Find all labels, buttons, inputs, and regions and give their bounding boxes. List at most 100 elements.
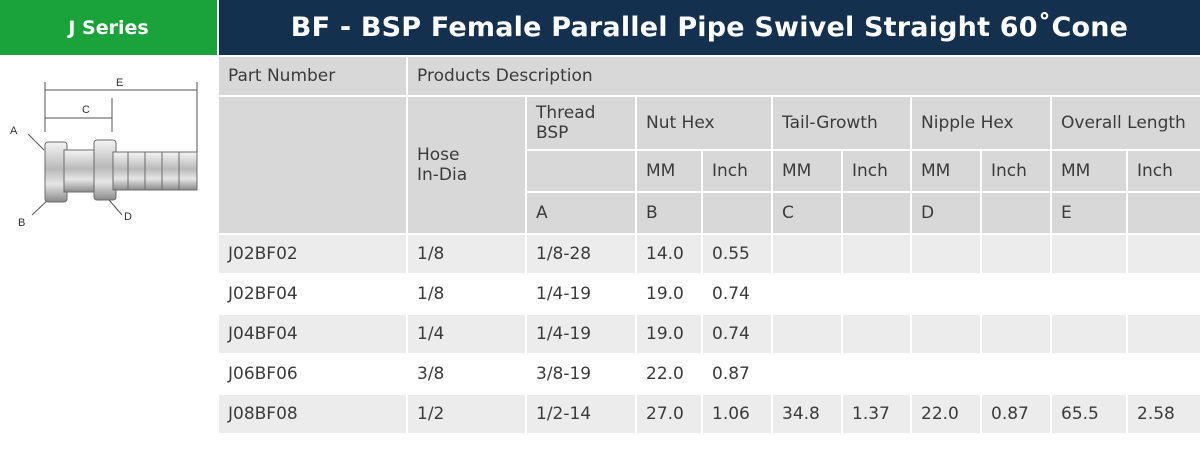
overall-length-mm: MM [1052,151,1128,193]
page-title: BF - BSP Female Parallel Pipe Swivel Str… [290,12,1129,43]
cell-part: J02BF02 [219,235,408,275]
cell-hose: 1/8 [408,235,527,275]
cell-overall-inch: 2.58 [1128,395,1200,435]
cell-nipple-mm [912,355,982,395]
table-row: J02BF04 1/8 1/4-19 19.0 0.74 [219,275,1200,315]
diagram-label-d: D [124,211,132,223]
overall-length-header: Overall Length [1052,97,1200,151]
table-row: J08BF08 1/2 1/2-14 27.0 1.06 34.8 1.37 2… [219,395,1200,435]
dim-letter-c: C [773,193,843,235]
cell-part: J04BF04 [219,315,408,355]
cell-overall-inch [1128,315,1200,355]
cell-overall-inch [1128,275,1200,315]
cell-thread: 3/8-19 [527,355,637,395]
cell-tail-mm [773,275,843,315]
tail-growth-inch: Inch [843,151,912,193]
cell-overall-mm: 65.5 [1052,395,1128,435]
cell-nipple-mm: 22.0 [912,395,982,435]
tail-growth-mm: MM [773,151,843,193]
dim-letter-c-blank [843,193,912,235]
fitting-body [44,139,198,203]
cell-overall-mm [1052,235,1128,275]
nut-hex-inch: Inch [703,151,773,193]
cell-nipple-mm [912,235,982,275]
dim-letter-e-blank [1128,193,1200,235]
table-row: J02BF02 1/8 1/8-28 14.0 0.55 [219,235,1200,275]
cell-thread: 1/2-14 [527,395,637,435]
cell-hose: 1/4 [408,315,527,355]
cell-nut-inch: 0.74 [703,275,773,315]
hose-india-header: Hose In-Dia [408,97,527,235]
cell-nut-inch: 0.87 [703,355,773,395]
cell-hose: 3/8 [408,355,527,395]
cell-tail-inch [843,235,912,275]
dim-letter-e: E [1052,193,1128,235]
cell-nipple-inch [982,355,1052,395]
cell-tail-mm: 34.8 [773,395,843,435]
cell-tail-inch [843,275,912,315]
dim-letter-d: D [912,193,982,235]
cell-nut-inch: 1.06 [703,395,773,435]
tail-growth-header: Tail-Growth [773,97,912,151]
cell-overall-inch [1128,355,1200,395]
cell-hose: 1/2 [408,395,527,435]
overall-length-inch: Inch [1128,151,1200,193]
page-title-bar: BF - BSP Female Parallel Pipe Swivel Str… [219,0,1200,55]
nipple-hex-mm: MM [912,151,982,193]
cell-nut-mm: 22.0 [637,355,703,395]
cell-nipple-mm [912,315,982,355]
nut-hex-header: Nut Hex [637,97,773,151]
cell-overall-mm [1052,355,1128,395]
cell-hose: 1/8 [408,275,527,315]
products-description-header: Products Description [408,57,1200,97]
cell-nut-mm: 27.0 [637,395,703,435]
series-label: J Series [68,16,149,39]
thread-bsp-header: Thread BSP [527,97,637,151]
cell-overall-inch [1128,235,1200,275]
cell-nipple-inch [982,315,1052,355]
cell-nipple-inch [982,235,1052,275]
series-tab: J Series [0,0,217,55]
diagram-label-a: A [10,125,18,137]
cell-nipple-inch [982,275,1052,315]
diagram-label-b: B [18,217,25,229]
thread-units-blank [527,151,637,193]
table-row: J04BF04 1/4 1/4-19 19.0 0.74 [219,315,1200,355]
cell-nut-mm: 14.0 [637,235,703,275]
cell-nut-inch: 0.74 [703,315,773,355]
cell-nut-inch: 0.55 [703,235,773,275]
cell-thread: 1/8-28 [527,235,637,275]
cell-tail-inch: 1.37 [843,395,912,435]
nipple-hex-inch: Inch [982,151,1052,193]
cell-tail-mm [773,235,843,275]
cell-tail-mm [773,315,843,355]
table-row: J06BF06 3/8 3/8-19 22.0 0.87 [219,355,1200,395]
cell-part: J08BF08 [219,395,408,435]
cell-tail-inch [843,315,912,355]
fitting-diagram: E C A B D [10,77,198,229]
cell-nipple-mm [912,275,982,315]
nut-hex-mm: MM [637,151,703,193]
cell-thread: 1/4-19 [527,315,637,355]
cell-overall-mm [1052,275,1128,315]
dim-letter-a: A [527,193,637,235]
cell-part: J06BF06 [219,355,408,395]
cell-tail-mm [773,355,843,395]
cell-overall-mm [1052,315,1128,355]
nipple-hex-header: Nipple Hex [912,97,1052,151]
dimension-lines [27,82,198,216]
dim-letter-b-blank [703,193,773,235]
dim-letter-b: B [637,193,703,235]
part-number-header: Part Number [219,57,408,97]
cell-nut-mm: 19.0 [637,275,703,315]
diagram-label-c: C [82,104,90,116]
cell-tail-inch [843,355,912,395]
cell-nut-mm: 19.0 [637,315,703,355]
cell-thread: 1/4-19 [527,275,637,315]
cell-nipple-inch: 0.87 [982,395,1052,435]
dim-letter-d-blank [982,193,1052,235]
cell-part: J02BF04 [219,275,408,315]
spec-table: Part Number Products Description Hose In… [219,57,1200,435]
diagram-label-e: E [116,77,123,89]
part-number-spacer [219,97,408,235]
